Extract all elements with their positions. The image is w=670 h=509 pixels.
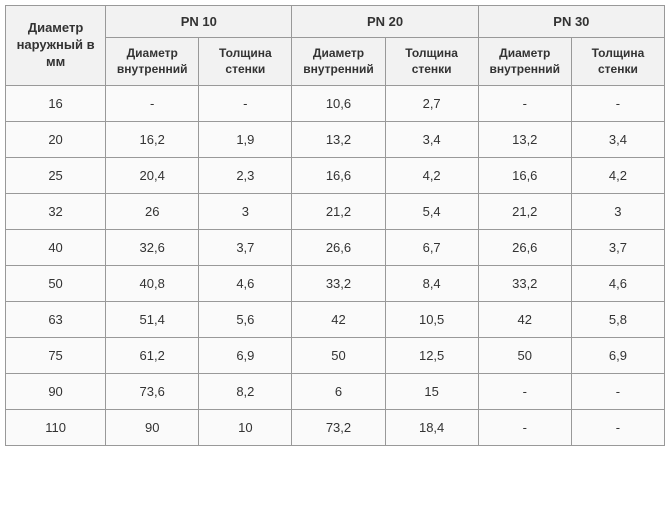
cell-pn30-inner-diameter: - <box>478 86 571 122</box>
cell-outer-diameter: 110 <box>6 410 106 446</box>
cell-pn20-wall-thickness: 10,5 <box>385 302 478 338</box>
cell-pn30-wall-thickness: 3,7 <box>571 230 664 266</box>
table-row: 9073,68,2615-- <box>6 374 665 410</box>
cell-pn30-wall-thickness: 6,9 <box>571 338 664 374</box>
table-body: 16--10,62,7--2016,21,913,23,413,23,42520… <box>6 86 665 446</box>
cell-pn10-wall-thickness: - <box>199 86 292 122</box>
table-row: 3226321,25,421,23 <box>6 194 665 230</box>
cell-pn10-wall-thickness: 2,3 <box>199 158 292 194</box>
cell-pn30-inner-diameter: 21,2 <box>478 194 571 230</box>
cell-pn30-wall-thickness: - <box>571 86 664 122</box>
cell-outer-diameter: 90 <box>6 374 106 410</box>
cell-pn30-inner-diameter: 42 <box>478 302 571 338</box>
header-row-1: Диаметр наружный в мм PN 10 PN 20 PN 30 <box>6 6 665 38</box>
table-row: 7561,26,95012,5506,9 <box>6 338 665 374</box>
cell-pn10-inner-diameter: 61,2 <box>106 338 199 374</box>
cell-pn30-wall-thickness: 5,8 <box>571 302 664 338</box>
cell-pn10-wall-thickness: 5,6 <box>199 302 292 338</box>
cell-pn20-wall-thickness: 15 <box>385 374 478 410</box>
cell-pn20-wall-thickness: 8,4 <box>385 266 478 302</box>
cell-outer-diameter: 75 <box>6 338 106 374</box>
cell-outer-diameter: 20 <box>6 122 106 158</box>
cell-pn20-inner-diameter: 26,6 <box>292 230 385 266</box>
cell-pn20-inner-diameter: 50 <box>292 338 385 374</box>
cell-pn10-inner-diameter: 16,2 <box>106 122 199 158</box>
cell-pn10-inner-diameter: 26 <box>106 194 199 230</box>
table-row: 2520,42,316,64,216,64,2 <box>6 158 665 194</box>
header-pn20-wall-thickness: Толщина стенки <box>385 38 478 86</box>
table-header: Диаметр наружный в мм PN 10 PN 20 PN 30 … <box>6 6 665 86</box>
cell-pn30-inner-diameter: 13,2 <box>478 122 571 158</box>
cell-pn30-wall-thickness: - <box>571 410 664 446</box>
cell-pn20-wall-thickness: 12,5 <box>385 338 478 374</box>
header-pn30-wall-thickness: Толщина стенки <box>571 38 664 86</box>
cell-pn20-wall-thickness: 6,7 <box>385 230 478 266</box>
cell-pn10-inner-diameter: 20,4 <box>106 158 199 194</box>
cell-pn30-wall-thickness: - <box>571 374 664 410</box>
header-pn10-wall-thickness: Толщина стенки <box>199 38 292 86</box>
cell-pn30-inner-diameter: - <box>478 374 571 410</box>
header-pn30-inner-diameter: Диаметр внутренний <box>478 38 571 86</box>
cell-pn10-inner-diameter: 51,4 <box>106 302 199 338</box>
cell-outer-diameter: 50 <box>6 266 106 302</box>
table-row: 2016,21,913,23,413,23,4 <box>6 122 665 158</box>
cell-pn30-inner-diameter: 33,2 <box>478 266 571 302</box>
cell-pn30-inner-diameter: - <box>478 410 571 446</box>
table-row: 4032,63,726,66,726,63,7 <box>6 230 665 266</box>
cell-outer-diameter: 63 <box>6 302 106 338</box>
table-row: 5040,84,633,28,433,24,6 <box>6 266 665 302</box>
cell-pn20-wall-thickness: 4,2 <box>385 158 478 194</box>
cell-pn30-wall-thickness: 3 <box>571 194 664 230</box>
header-pn10-inner-diameter: Диаметр внутренний <box>106 38 199 86</box>
cell-pn10-wall-thickness: 10 <box>199 410 292 446</box>
cell-pn10-inner-diameter: 90 <box>106 410 199 446</box>
cell-pn20-inner-diameter: 10,6 <box>292 86 385 122</box>
cell-pn10-wall-thickness: 1,9 <box>199 122 292 158</box>
cell-pn20-wall-thickness: 3,4 <box>385 122 478 158</box>
cell-pn20-inner-diameter: 21,2 <box>292 194 385 230</box>
header-pn20-inner-diameter: Диаметр внутренний <box>292 38 385 86</box>
cell-pn10-wall-thickness: 8,2 <box>199 374 292 410</box>
cell-pn10-wall-thickness: 4,6 <box>199 266 292 302</box>
cell-pn20-wall-thickness: 18,4 <box>385 410 478 446</box>
cell-pn20-wall-thickness: 5,4 <box>385 194 478 230</box>
cell-outer-diameter: 40 <box>6 230 106 266</box>
pipe-dimensions-table: Диаметр наружный в мм PN 10 PN 20 PN 30 … <box>5 5 665 446</box>
cell-pn30-wall-thickness: 4,2 <box>571 158 664 194</box>
cell-pn10-inner-diameter: - <box>106 86 199 122</box>
cell-pn10-inner-diameter: 32,6 <box>106 230 199 266</box>
cell-pn10-wall-thickness: 6,9 <box>199 338 292 374</box>
cell-pn10-inner-diameter: 73,6 <box>106 374 199 410</box>
cell-pn20-wall-thickness: 2,7 <box>385 86 478 122</box>
header-outer-diameter: Диаметр наружный в мм <box>6 6 106 86</box>
table-row: 110901073,218,4-- <box>6 410 665 446</box>
header-pn30: PN 30 <box>478 6 664 38</box>
cell-pn30-wall-thickness: 3,4 <box>571 122 664 158</box>
cell-pn10-inner-diameter: 40,8 <box>106 266 199 302</box>
cell-pn20-inner-diameter: 73,2 <box>292 410 385 446</box>
header-pn20: PN 20 <box>292 6 478 38</box>
cell-pn10-wall-thickness: 3,7 <box>199 230 292 266</box>
cell-outer-diameter: 32 <box>6 194 106 230</box>
cell-pn10-wall-thickness: 3 <box>199 194 292 230</box>
cell-pn30-inner-diameter: 26,6 <box>478 230 571 266</box>
cell-pn20-inner-diameter: 33,2 <box>292 266 385 302</box>
table-row: 6351,45,64210,5425,8 <box>6 302 665 338</box>
cell-outer-diameter: 25 <box>6 158 106 194</box>
cell-pn30-inner-diameter: 16,6 <box>478 158 571 194</box>
cell-pn30-inner-diameter: 50 <box>478 338 571 374</box>
cell-pn20-inner-diameter: 13,2 <box>292 122 385 158</box>
cell-pn20-inner-diameter: 42 <box>292 302 385 338</box>
cell-outer-diameter: 16 <box>6 86 106 122</box>
cell-pn30-wall-thickness: 4,6 <box>571 266 664 302</box>
header-pn10: PN 10 <box>106 6 292 38</box>
cell-pn20-inner-diameter: 6 <box>292 374 385 410</box>
cell-pn20-inner-diameter: 16,6 <box>292 158 385 194</box>
table-row: 16--10,62,7-- <box>6 86 665 122</box>
